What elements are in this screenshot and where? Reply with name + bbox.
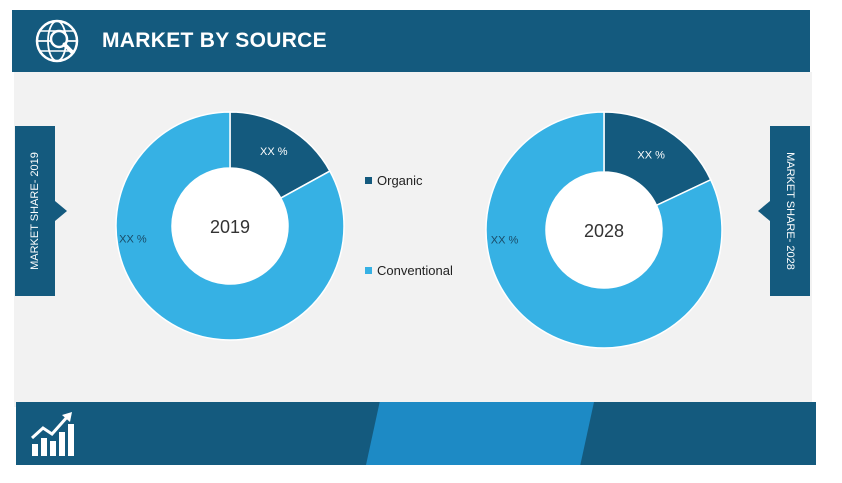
donut-chart-2019: XX % XX % 2019 <box>115 111 345 341</box>
data-label-conventional: XX % <box>119 233 147 245</box>
data-label-organic: XX % <box>260 146 288 158</box>
legend-label-conventional: Conventional <box>377 262 453 278</box>
growth-chart-icon <box>30 412 74 456</box>
side-label-left-notch <box>55 201 67 221</box>
donut-hole <box>172 168 288 284</box>
page-title: MARKET BY SOURCE <box>102 29 327 52</box>
side-label-left-text: MARKET SHARE- 2019 <box>29 152 42 270</box>
legend-item-conventional: Conventional <box>365 260 453 280</box>
center-label-2028: 2028 <box>584 221 624 241</box>
side-label-right-text: MARKET SHARE- 2028 <box>784 152 797 270</box>
center-label-2019: 2019 <box>210 217 250 237</box>
globe-search-icon <box>35 19 79 63</box>
legend-swatch-conventional <box>365 266 372 274</box>
donut-hole <box>546 172 662 288</box>
header-banner: MARKET BY SOURCE <box>12 10 810 72</box>
legend-swatch-organic <box>365 176 372 184</box>
legend-label-organic: Organic <box>377 172 423 188</box>
chart-legend: Organic Conventional <box>365 170 453 280</box>
side-label-right-notch <box>758 201 770 221</box>
data-label-organic: XX % <box>637 150 665 162</box>
donut-chart-2028: XX % XX % 2028 <box>485 111 723 349</box>
side-label-left: MARKET SHARE- 2019 <box>15 126 55 296</box>
side-label-right: MARKET SHARE- 2028 <box>770 126 810 296</box>
legend-item-organic: Organic <box>365 170 453 190</box>
data-label-conventional: XX % <box>491 234 519 246</box>
footer-accent <box>366 402 594 465</box>
